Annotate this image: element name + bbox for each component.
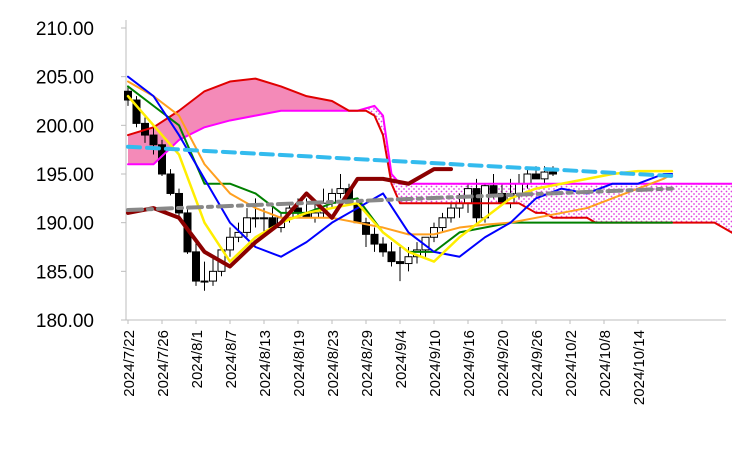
trend-line-blue: [126, 144, 674, 178]
candle-body: [243, 217, 251, 233]
candle-body: [362, 222, 370, 235]
y-tick-label: 190.00: [36, 214, 94, 235]
candle-body: [175, 192, 183, 214]
y-tick-label: 185.00: [36, 262, 94, 283]
candle-body: [430, 227, 438, 238]
y-tick-label: 195.00: [36, 165, 94, 186]
x-tick-label: 2024/10/2: [563, 330, 580, 397]
candle-body: [523, 173, 532, 185]
candle-body: [404, 256, 413, 265]
cloud-bearish: [346, 105, 732, 233]
x-tick-label: 2024/9/20: [495, 330, 512, 397]
candle-body: [192, 251, 200, 282]
y-tick-label: 205.00: [36, 68, 94, 89]
x-tick-label: 2024/10/8: [597, 330, 614, 397]
candle-body: [370, 233, 379, 245]
candle-body: [251, 217, 260, 220]
candle-body: [540, 171, 549, 180]
x-tick-label: 2024/8/23: [325, 330, 342, 397]
candle-body: [489, 185, 498, 194]
candle-body: [387, 251, 396, 263]
candle-body: [166, 173, 175, 194]
y-tick-label: 180.00: [36, 311, 94, 332]
x-tick-label: 2024/8/13: [257, 330, 274, 397]
senkou-span-b-line: [127, 77, 732, 234]
candle-body: [260, 217, 268, 220]
x-tick-label: 2024/8/7: [223, 330, 240, 388]
long-ma-line: [127, 80, 673, 236]
candle-body: [396, 261, 404, 265]
candle-body: [209, 270, 217, 282]
x-tick-label: 2024/8/19: [291, 330, 308, 397]
short-ma-line: [126, 94, 674, 263]
candle-body: [200, 280, 209, 283]
x-tick-label: 2024/9/16: [461, 330, 478, 397]
candle-body: [549, 171, 557, 175]
candle-body: [149, 134, 158, 146]
x-tick-label: 2024/7/22: [121, 330, 138, 397]
y-tick-label: 200.00: [36, 116, 94, 137]
candle-body: [336, 188, 345, 194]
trend-line-gray: [126, 186, 674, 213]
x-tick-label: 2024/10/14: [631, 330, 648, 405]
x-tick-label: 2024/9/26: [529, 330, 546, 397]
chikou-line: [126, 167, 453, 269]
x-tick-label: 2024/8/1: [189, 330, 206, 388]
x-tick-label: 2024/9/4: [393, 330, 410, 388]
candle-body: [379, 243, 387, 253]
candle-body: [438, 217, 447, 229]
y-tick-label: 210.00: [36, 19, 94, 40]
candle-body: [532, 173, 540, 180]
x-tick-label: 2024/9/10: [427, 330, 444, 397]
cloud-bullish: [128, 78, 347, 165]
candle-body: [447, 207, 455, 219]
candle-body: [226, 236, 234, 251]
senkou-span-a-line: [127, 104, 732, 185]
candle-body: [481, 185, 489, 219]
candle-body: [515, 183, 523, 194]
x-tick-label: 2024/8/29: [359, 330, 376, 397]
x-tick-label: 2024/7/26: [155, 330, 172, 397]
